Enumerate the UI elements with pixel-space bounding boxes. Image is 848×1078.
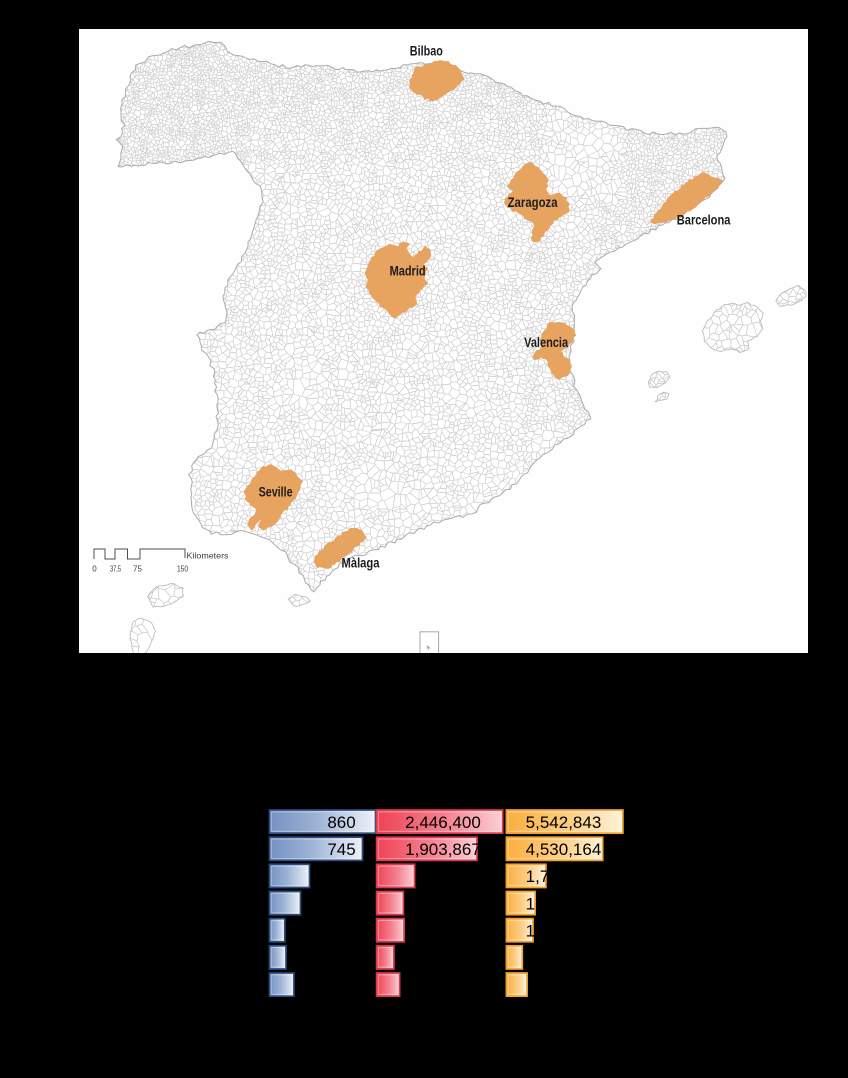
- svg-text:Bilbao: Bilbao: [410, 42, 443, 58]
- svg-text:Valencia: Valencia: [524, 334, 568, 350]
- svg-text:150: 150: [177, 565, 188, 574]
- svg-text:1,774,720: 1,774,720: [526, 867, 602, 886]
- svg-text:Zaragoza: Zaragoza: [508, 194, 558, 210]
- svg-text:2,446,400: 2,446,400: [405, 813, 481, 832]
- svg-text:860: 860: [327, 813, 355, 832]
- svg-text:1,903,867: 1,903,867: [405, 840, 481, 859]
- svg-text:0: 0: [92, 565, 97, 574]
- svg-text:1,037,847: 1,037,847: [526, 921, 602, 940]
- svg-text:4,530,164: 4,530,164: [526, 840, 602, 859]
- svg-text:Seville: Seville: [259, 484, 293, 500]
- svg-text:745: 745: [327, 840, 355, 859]
- svg-text:1,294,867: 1,294,867: [526, 894, 602, 913]
- svg-text:37,5: 37,5: [110, 565, 121, 574]
- svg-text:Kilometers: Kilometers: [187, 551, 229, 561]
- svg-text:5,542,843: 5,542,843: [526, 813, 602, 832]
- svg-text:Barcelona: Barcelona: [677, 212, 731, 228]
- svg-text:Madrid: Madrid: [390, 263, 426, 279]
- svg-text:Màlaga: Màlaga: [342, 555, 380, 571]
- svg-text:75: 75: [133, 565, 142, 574]
